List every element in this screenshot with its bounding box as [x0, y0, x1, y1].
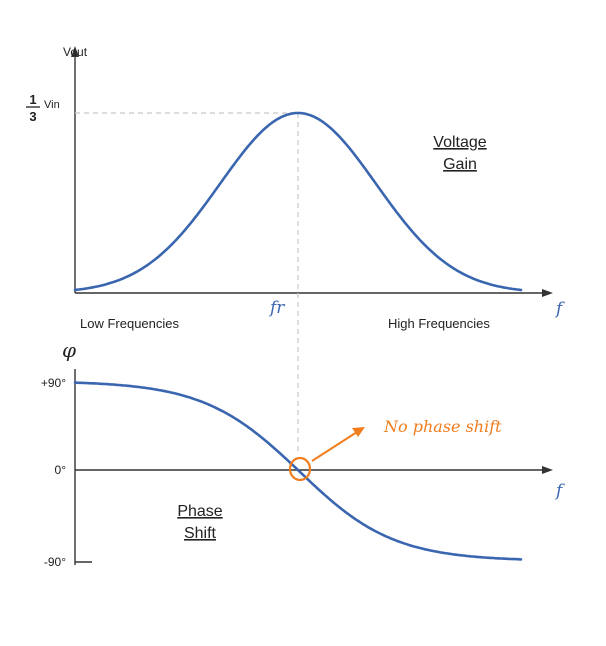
no-phase-shift-annotation: No phase shift	[383, 417, 502, 436]
phase-shift-title-line2: Shift	[184, 525, 217, 542]
zero-tick-label: 0°	[55, 463, 67, 477]
phase-y-axis-symbol: φ	[62, 338, 76, 362]
voltage-gain-curve	[73, 111, 523, 292]
minus-90-tick-label: -90°	[44, 555, 66, 569]
annotation-arrowhead	[352, 427, 365, 437]
zero-crossing-highlight-circle	[288, 456, 312, 482]
max-gain-suffix: Vin	[44, 99, 60, 111]
low-frequencies-label: Low Frequencies	[80, 316, 179, 331]
phase-x-axis-arrowhead	[542, 466, 553, 474]
phase-shift-curve	[73, 381, 523, 561]
max-gain-fraction-numerator: 1	[29, 92, 36, 107]
gain-x-axis-symbol: f	[554, 299, 565, 319]
gain-y-axis-label: Vout	[63, 45, 88, 59]
resonance-frequency-label: fr	[268, 298, 285, 318]
gain-y-axis-arrowhead	[71, 46, 79, 57]
phase-shift-title-line1: Phase	[177, 503, 222, 520]
voltage-gain-title-line1: Voltage	[433, 134, 486, 151]
high-frequencies-label: High Frequencies	[388, 316, 490, 331]
plus-90-tick-label: +90°	[41, 376, 66, 390]
annotation-arrow-line	[311, 431, 358, 462]
phase-x-axis-symbol: f	[554, 481, 565, 501]
max-gain-fraction-denominator: 3	[29, 109, 36, 124]
voltage-gain-title-line2: Gain	[443, 156, 477, 173]
gain-x-axis-arrowhead	[542, 289, 553, 297]
